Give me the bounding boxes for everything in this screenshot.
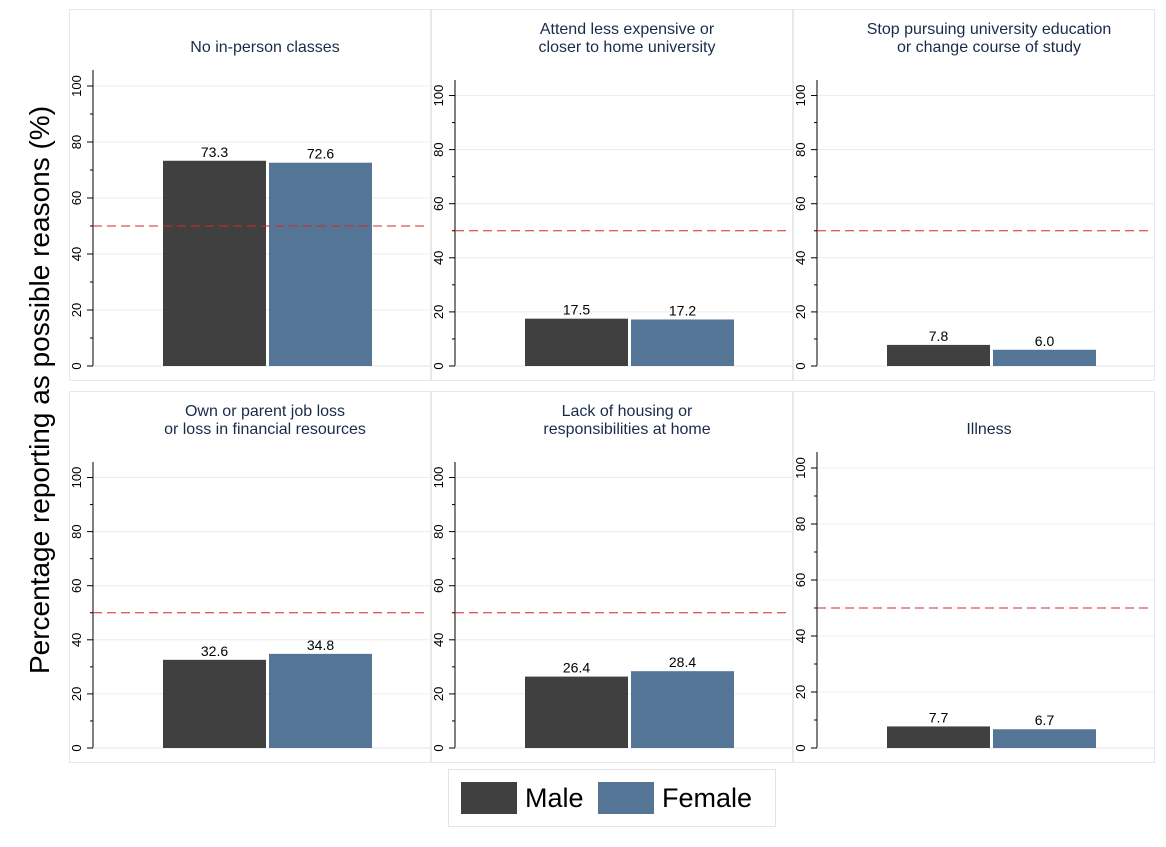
y-tick-label: 40 — [794, 629, 808, 643]
bar-value-label: 7.7 — [929, 709, 949, 725]
y-tick-label: 100 — [70, 467, 84, 489]
y-tick-label: 20 — [794, 685, 808, 699]
bar-value-label: 28.4 — [669, 654, 696, 670]
panel-title-line: Stop pursuing university education — [867, 21, 1112, 38]
bar-value-label: 34.8 — [307, 637, 334, 653]
bar-value-label: 6.7 — [1035, 712, 1055, 728]
panel-title-line: closer to home university — [539, 39, 716, 56]
panel-title-line: No in-person classes — [190, 39, 339, 56]
y-tick-label: 60 — [70, 578, 84, 592]
panel-title-line: Illness — [966, 421, 1011, 438]
bar-value-label: 32.6 — [201, 643, 228, 659]
panel-title: No in-person classes — [190, 39, 339, 56]
y-tick-label: 20 — [70, 687, 84, 701]
bar-value-label: 26.4 — [563, 660, 590, 676]
y-tick-label: 80 — [432, 142, 446, 156]
y-tick-label: 40 — [70, 633, 84, 647]
panel-title: Illness — [966, 421, 1011, 438]
y-tick-label: 20 — [432, 305, 446, 319]
chart-panel-2: Attend less expensive or closer to home u… — [431, 9, 793, 381]
bar-female — [631, 671, 734, 748]
y-tick-label: 40 — [432, 251, 446, 265]
bar-female — [269, 653, 372, 748]
panel-title-line: Attend less expensive or — [540, 21, 715, 38]
y-tick-label: 60 — [432, 578, 446, 592]
bar-value-label: 17.5 — [563, 302, 590, 318]
y-tick-label: 0 — [432, 744, 446, 751]
y-tick-label: 0 — [794, 362, 808, 369]
y-tick-label: 80 — [432, 524, 446, 538]
y-tick-label: 80 — [70, 135, 84, 149]
y-tick-label: 80 — [794, 142, 808, 156]
y-tick-label: 0 — [70, 362, 84, 369]
chart-panel-4: Own or parent job loss or loss in financi… — [69, 391, 431, 763]
y-tick-label: 100 — [70, 75, 84, 97]
panel-title-line: or loss in financial resources — [164, 421, 366, 438]
panel-plot: Illness 0 20 40 60 80 100 7.7 6.7 — [793, 421, 1154, 752]
y-tick-label: 100 — [794, 85, 808, 107]
chart-panel-5: Lack of housing or responsibilities at ho… — [431, 391, 793, 763]
panel-plot: No in-person classes 0 20 40 60 80 100 73.3 72.6 — [69, 39, 430, 370]
panel-title-line: Lack of housing or — [562, 403, 693, 420]
y-tick-label: 20 — [794, 305, 808, 319]
panel-title-line: responsibilities at home — [543, 421, 710, 438]
legend-label-male: Male — [525, 783, 584, 813]
bar-male — [887, 344, 990, 366]
legend-label-female: Female — [662, 783, 753, 813]
y-tick-label: 60 — [794, 196, 808, 210]
bar-male — [525, 318, 628, 366]
legend: Male Female — [448, 769, 776, 827]
y-axis-label: Percentage reporting as possible reasons… — [24, 105, 55, 675]
y-tick-label: 0 — [794, 744, 808, 751]
y-tick-label: 0 — [432, 362, 446, 369]
bar-female — [993, 349, 1096, 366]
bar-female — [631, 319, 734, 366]
bar-value-label: 6.0 — [1035, 333, 1055, 349]
panel-title-line: Own or parent job loss — [185, 403, 345, 420]
bar-male — [163, 659, 266, 748]
bar-male — [163, 160, 266, 366]
bar-male — [887, 726, 990, 748]
y-tick-label: 80 — [70, 524, 84, 538]
bar-female — [993, 729, 1096, 748]
legend-swatch-female — [598, 782, 654, 814]
y-tick-label: 0 — [70, 744, 84, 751]
bar-value-label: 17.2 — [669, 302, 696, 318]
bar-female — [269, 162, 372, 366]
chart-panel-1: No in-person classes 0 20 40 60 80 100 73.3 72.6 — [69, 9, 431, 381]
bar-value-label: 7.8 — [929, 328, 949, 344]
bar-value-label: 72.6 — [307, 146, 334, 162]
legend-swatch-male — [461, 782, 517, 814]
y-tick-label: 40 — [794, 251, 808, 265]
y-tick-label: 60 — [70, 191, 84, 205]
y-tick-label: 20 — [432, 687, 446, 701]
y-tick-label: 60 — [432, 196, 446, 210]
y-tick-label: 100 — [794, 457, 808, 479]
y-tick-label: 40 — [70, 247, 84, 261]
y-tick-label: 80 — [794, 517, 808, 531]
chart-panel-6: Illness 0 20 40 60 80 100 7.7 6.7 — [793, 391, 1155, 763]
y-tick-label: 20 — [70, 303, 84, 317]
chart-panel-3: Stop pursuing university education or cha… — [793, 9, 1155, 381]
bar-value-label: 73.3 — [201, 144, 228, 160]
y-tick-label: 40 — [432, 633, 446, 647]
y-tick-label: 60 — [794, 573, 808, 587]
y-tick-label: 100 — [432, 85, 446, 107]
y-tick-label: 100 — [432, 467, 446, 489]
panel-title-line: or change course of study — [897, 39, 1081, 56]
bar-male — [525, 676, 628, 748]
